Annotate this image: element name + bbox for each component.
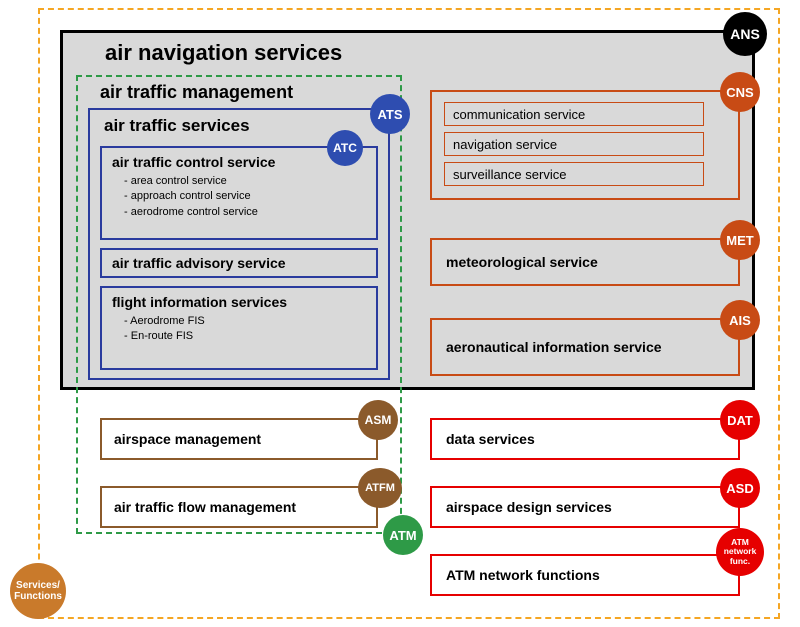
cns-item: surveillance service bbox=[444, 162, 704, 186]
ats-title: air traffic services bbox=[104, 116, 250, 136]
atc-item: aerodrome control service bbox=[124, 205, 258, 220]
atc-title: air traffic control service bbox=[112, 154, 275, 170]
cns-item: communication service bbox=[444, 102, 704, 126]
services-functions-badge: Services/ Functions bbox=[10, 563, 66, 619]
met-badge: MET bbox=[720, 220, 760, 260]
cns-badge: CNS bbox=[720, 72, 760, 112]
dat-box: data services bbox=[430, 418, 740, 460]
asd-box: airspace design services bbox=[430, 486, 740, 528]
ais-box: aeronautical information service bbox=[430, 318, 740, 376]
atm-title: air traffic management bbox=[100, 82, 293, 103]
fis-title: flight information services bbox=[112, 294, 287, 310]
ats-badge: ATS bbox=[370, 94, 410, 134]
atc-item: approach control service bbox=[124, 189, 258, 204]
ans-badge: ANS bbox=[723, 12, 767, 56]
asm-box: airspace management bbox=[100, 418, 378, 460]
ans-title: air navigation services bbox=[105, 40, 342, 66]
advisory-box: air traffic advisory service bbox=[100, 248, 378, 278]
ais-badge: AIS bbox=[720, 300, 760, 340]
atc-item: area control service bbox=[124, 174, 258, 189]
cns-item: navigation service bbox=[444, 132, 704, 156]
fis-item: En-route FIS bbox=[124, 329, 205, 344]
atm-badge: ATM bbox=[383, 515, 423, 555]
atmnet-badge: ATM network func. bbox=[716, 528, 764, 576]
asd-badge: ASD bbox=[720, 468, 760, 508]
dat-badge: DAT bbox=[720, 400, 760, 440]
atc-badge: ATC bbox=[327, 130, 363, 166]
atfm-badge: ATFM bbox=[358, 468, 402, 508]
asm-badge: ASM bbox=[358, 400, 398, 440]
met-box: meteorological service bbox=[430, 238, 740, 286]
atmnet-box: ATM network functions bbox=[430, 554, 740, 596]
atfm-box: air traffic flow management bbox=[100, 486, 378, 528]
fis-item: Aerodrome FIS bbox=[124, 314, 205, 329]
